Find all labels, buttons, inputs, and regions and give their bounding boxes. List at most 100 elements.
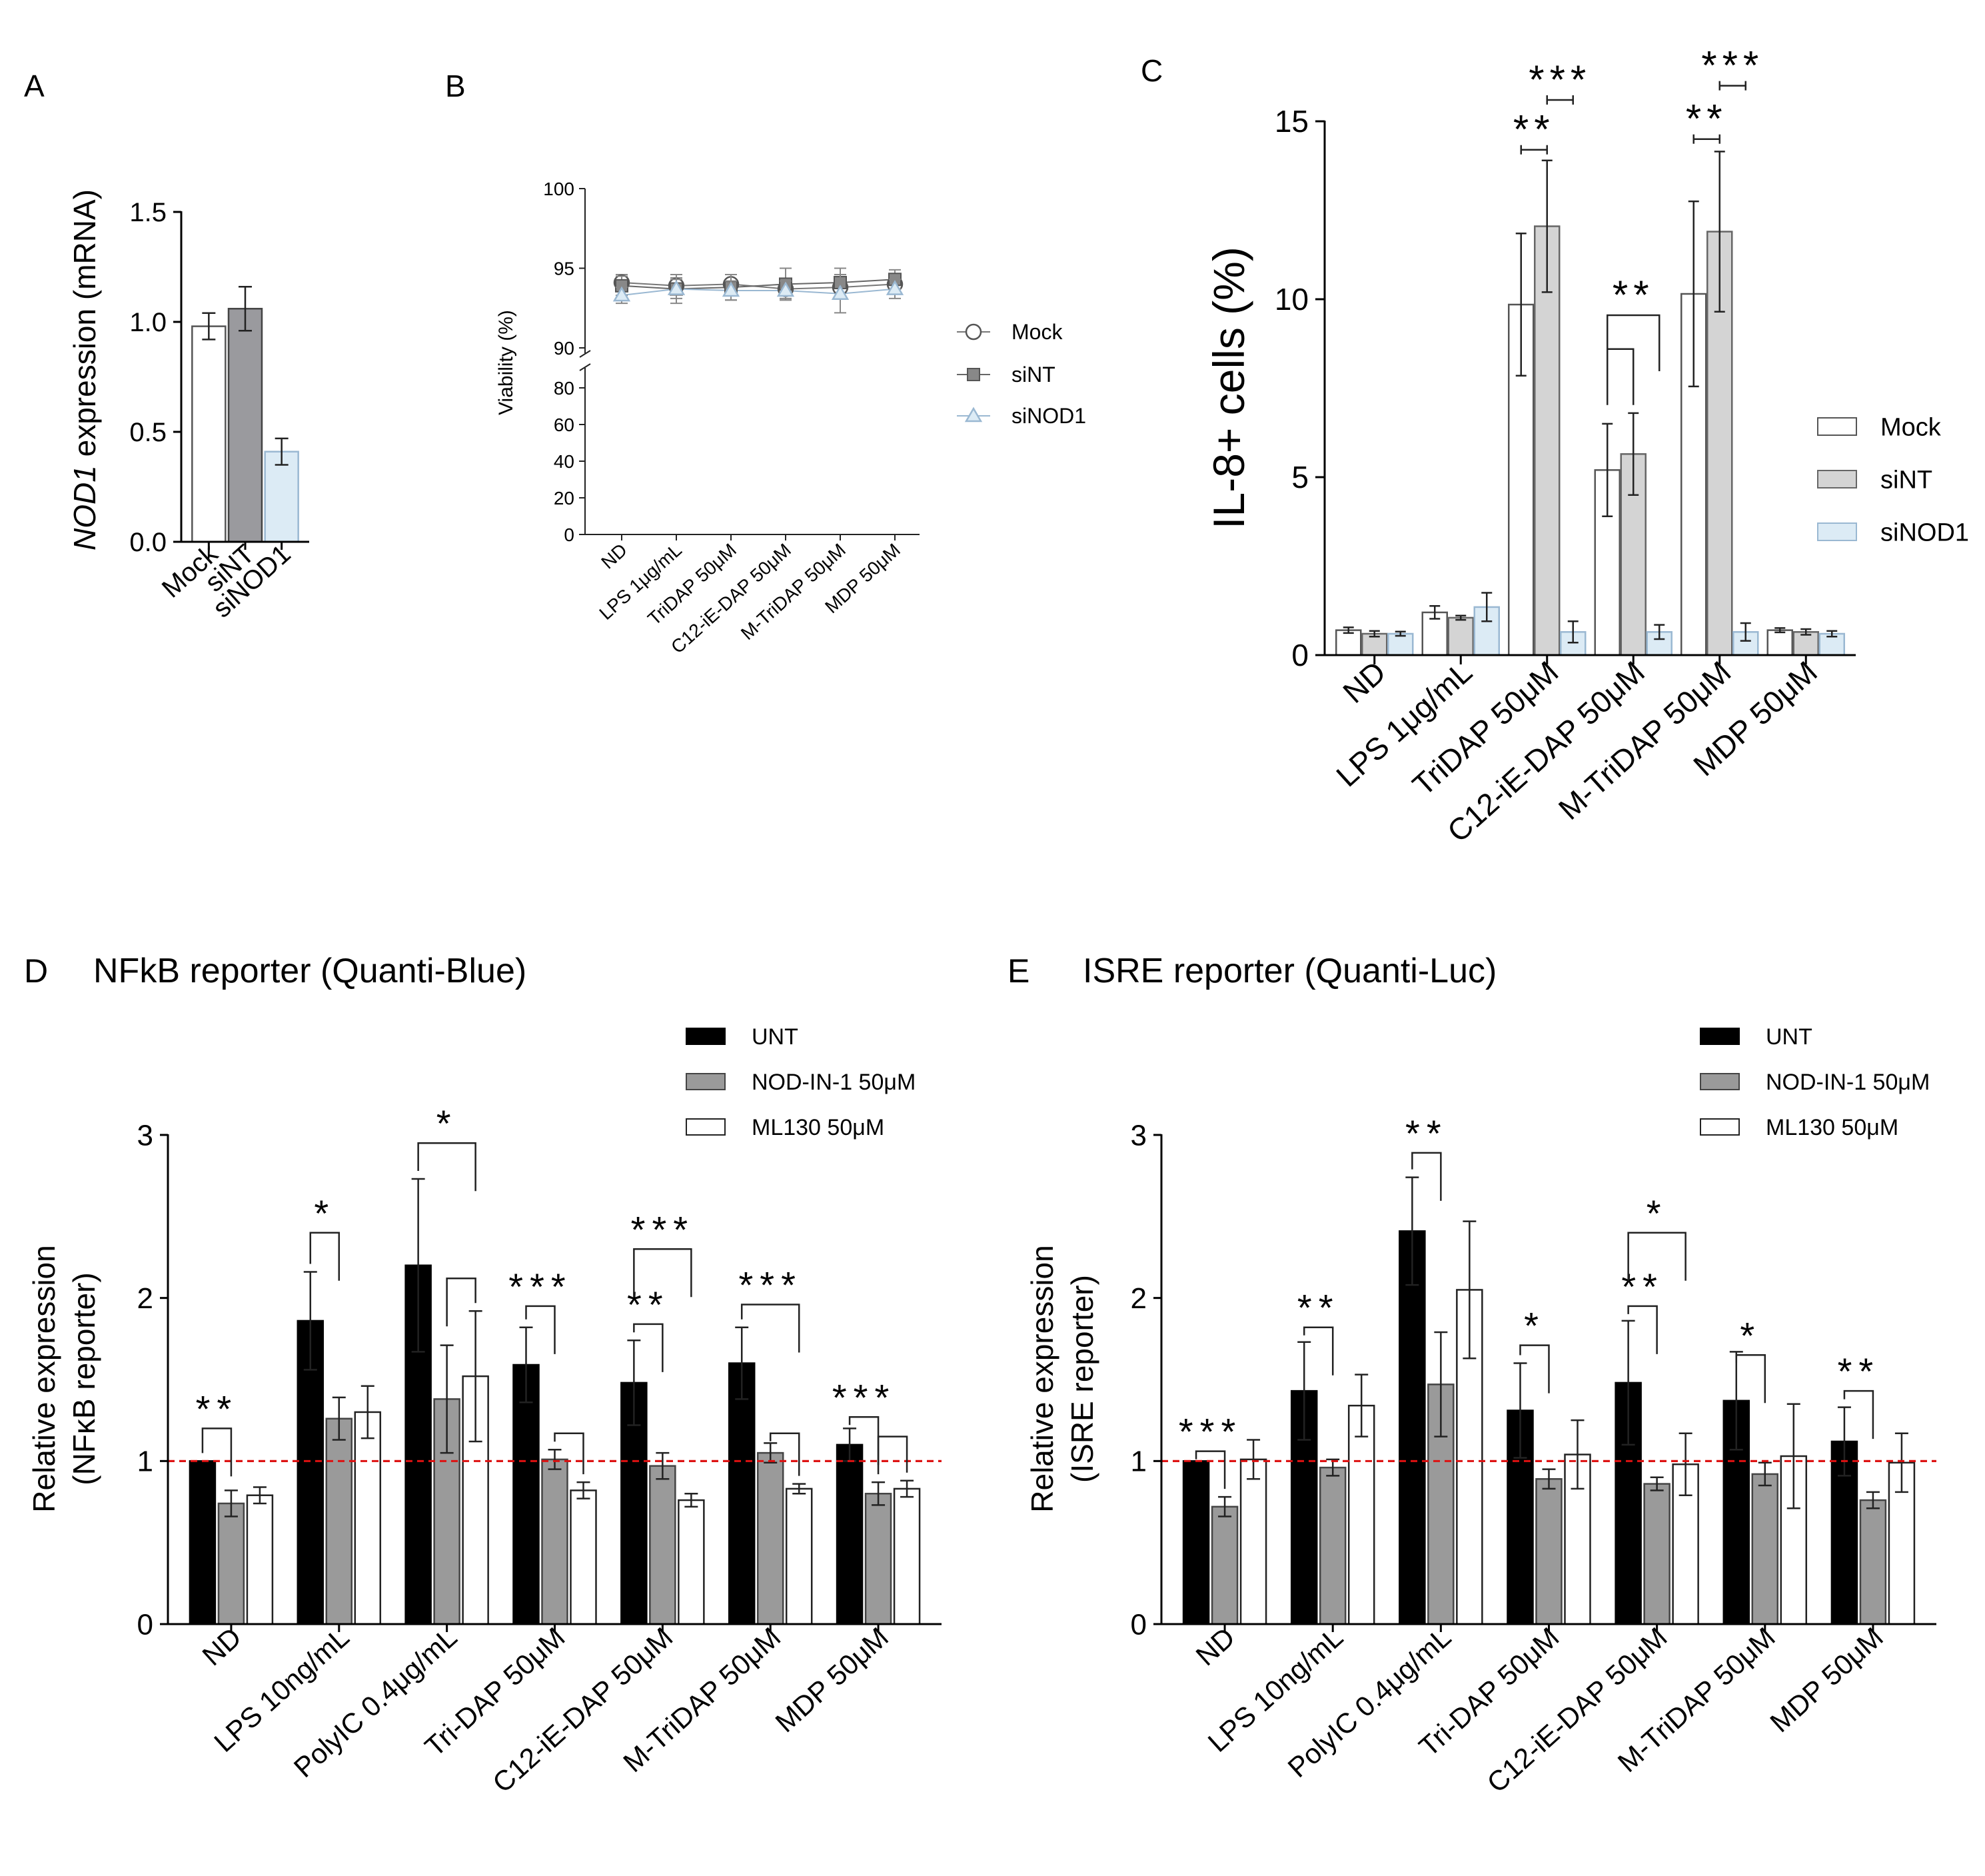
significance-bracket bbox=[201, 1427, 233, 1477]
panel-d-title: NFkB reporter (Quanti-Blue) bbox=[93, 952, 526, 990]
panel-label-d: D bbox=[24, 952, 48, 990]
legend-swatch-nod-in-1-50-m bbox=[686, 1073, 726, 1090]
y-tick-label: 3 bbox=[137, 1119, 153, 1152]
legend-swatch-mock bbox=[1817, 417, 1857, 436]
significance-bracket bbox=[446, 1278, 476, 1327]
y-tick-label: 95 bbox=[554, 259, 574, 279]
significance-bracket bbox=[877, 1435, 908, 1475]
legend-swatch-unt bbox=[1700, 1028, 1740, 1045]
panel-d-ylabel2: (NFκB reporter) bbox=[67, 1272, 101, 1485]
legend-swatch-sinod1 bbox=[1817, 522, 1857, 541]
bar-ml130-50-m-nd bbox=[246, 1494, 274, 1625]
bar-unt-mdp-50-m bbox=[836, 1443, 864, 1625]
legend-label-unt: UNT bbox=[1766, 1024, 1812, 1050]
significance-label: ** bbox=[196, 1388, 239, 1429]
y-tick-label: 80 bbox=[554, 378, 574, 399]
bar-nod-in-1-50-m-m-tridap-50-m bbox=[1751, 1473, 1779, 1625]
significance-label: *** bbox=[1529, 57, 1591, 102]
significance-label: ** bbox=[1405, 1112, 1448, 1154]
bar-ml130-50-m-c12-ie-dap-50-m bbox=[678, 1499, 705, 1625]
bar-unt-m-tridap-50-m bbox=[728, 1362, 756, 1625]
legend-swatch-unt bbox=[686, 1028, 726, 1045]
panel-label-e: E bbox=[1007, 952, 1029, 990]
bar-nod-in-1-50-m-tri-dap-50-m bbox=[541, 1458, 568, 1625]
significance-label: *** bbox=[508, 1266, 572, 1308]
y-tick-label: 15 bbox=[1275, 104, 1309, 139]
significance-bracket bbox=[417, 1142, 476, 1192]
y-tick-label: 2 bbox=[1131, 1282, 1147, 1315]
y-tick-label: 1.0 bbox=[129, 308, 167, 337]
significance-bracket bbox=[1627, 1232, 1686, 1281]
significance-bracket bbox=[740, 1304, 800, 1353]
panel-label-b: B bbox=[445, 69, 466, 103]
axis-break-mark bbox=[579, 363, 591, 371]
point-sinod1-lps-1-g-ml bbox=[667, 280, 686, 295]
bar-sint-tridap-50-m bbox=[1534, 225, 1561, 656]
y-tick-label: 40 bbox=[554, 451, 574, 472]
significance-bracket bbox=[309, 1232, 340, 1281]
significance-label: ** bbox=[1297, 1287, 1340, 1329]
bar-nod-in-1-50-m-mdp-50-m bbox=[864, 1493, 892, 1625]
y-tick-label: 1 bbox=[137, 1445, 153, 1478]
legend-swatch-sint bbox=[1817, 470, 1857, 488]
bar-ml130-50-m-nd bbox=[1239, 1458, 1267, 1625]
bar-series-mock bbox=[191, 325, 227, 543]
y-tick-label: 3 bbox=[1131, 1119, 1147, 1152]
bar-unt-tri-dap-50-m bbox=[512, 1364, 540, 1625]
legend-label-nod-in-1-50-m: NOD-IN-1 50μM bbox=[1766, 1070, 1930, 1095]
significance-bracket bbox=[1519, 1344, 1550, 1394]
bar-nod-in-1-50-m-c12-ie-dap-50-m bbox=[1643, 1483, 1670, 1625]
significance-label: * bbox=[1647, 1192, 1668, 1234]
significance-bracket bbox=[1195, 1450, 1226, 1489]
legend-label-mock: Mock bbox=[1880, 413, 1942, 441]
panel-e-ylabel2: (ISRE reporter) bbox=[1065, 1275, 1099, 1483]
significance-bracket bbox=[633, 1323, 664, 1372]
y-tick-label: 1 bbox=[1131, 1445, 1147, 1478]
legend-swatch-nod-in-1-50-m bbox=[1700, 1073, 1740, 1090]
significance-bracket bbox=[1303, 1326, 1334, 1376]
panel-d-ylabel: Relative expression bbox=[27, 1245, 61, 1512]
y-tick-label: 60 bbox=[554, 415, 574, 435]
significance-bracket bbox=[1735, 1354, 1766, 1404]
series-line-mock bbox=[621, 282, 896, 290]
significance-label: *** bbox=[832, 1376, 896, 1418]
bar-nod-in-1-50-m-nd bbox=[217, 1502, 245, 1625]
point-sinod1-nd bbox=[612, 286, 631, 302]
bar-sinod1-nd bbox=[1387, 632, 1414, 656]
legend-label-unt: UNT bbox=[752, 1024, 798, 1050]
significance-label: ** bbox=[1838, 1350, 1880, 1392]
panel-e-ylabel: Relative expression bbox=[1025, 1245, 1059, 1512]
legend-label-ml130-50-m: ML130 50μM bbox=[752, 1115, 884, 1140]
significance-bracket bbox=[1607, 314, 1660, 372]
axis-break-mark bbox=[579, 350, 591, 358]
point-sinod1-c12-ie-dap-50-m bbox=[776, 281, 795, 297]
significance-bracket bbox=[1411, 1152, 1442, 1201]
series-line-sint bbox=[621, 279, 896, 290]
significance-bracket bbox=[1627, 1305, 1658, 1354]
significance-label: *** bbox=[631, 1208, 694, 1250]
panel-a-ylabel: NOD1 expression (mRNA) bbox=[67, 189, 102, 550]
panel-b-ylabel: Viability (%) bbox=[495, 310, 517, 415]
y-tick-label: 20 bbox=[554, 488, 574, 508]
significance-label: *** bbox=[1701, 43, 1764, 88]
bar-unt-polyic-0-4-g-ml bbox=[1399, 1230, 1426, 1625]
bar-mock-mdp-50-m bbox=[1766, 629, 1793, 656]
point-sinod1-tridap-50-m bbox=[722, 281, 740, 297]
bar-nod-in-1-50-m-c12-ie-dap-50-m bbox=[649, 1465, 676, 1625]
significance-bracket bbox=[769, 1432, 800, 1476]
y-tick-label: 2 bbox=[137, 1282, 153, 1315]
bar-mock-nd bbox=[1335, 629, 1362, 656]
legend-label-sint: siNT bbox=[1011, 363, 1055, 387]
y-tick-label: 0 bbox=[564, 524, 574, 545]
legend-label-sint: siNT bbox=[1880, 466, 1932, 494]
legend-label-mock: Mock bbox=[1011, 320, 1063, 344]
significance-label: *** bbox=[1179, 1411, 1242, 1453]
significance-label: ** bbox=[1621, 1266, 1664, 1308]
significance-bracket bbox=[1607, 348, 1635, 405]
significance-bracket bbox=[554, 1432, 584, 1475]
legend-marker-sinod1 bbox=[964, 407, 983, 423]
bar-unt-nd bbox=[1182, 1460, 1210, 1625]
significance-label: * bbox=[314, 1192, 335, 1234]
significance-label: * bbox=[1740, 1314, 1761, 1356]
